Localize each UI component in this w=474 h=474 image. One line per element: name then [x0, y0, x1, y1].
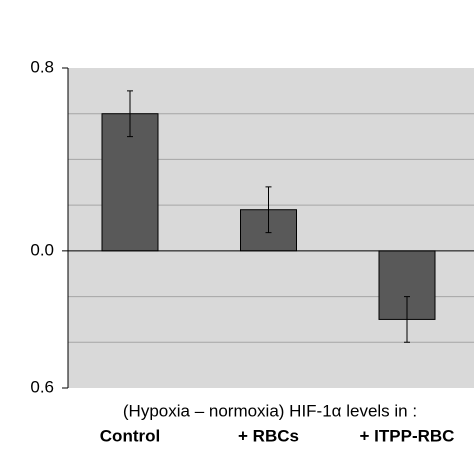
x-tick-label: + ITPP-RBC [360, 426, 455, 445]
y-tick-label: 0.8 [30, 57, 54, 76]
y-tick-label: 0.6 [30, 377, 54, 396]
error-bar [404, 296, 410, 343]
x-tick-label: + RBCs [238, 426, 299, 445]
error-bar [127, 90, 133, 138]
y-tick-label: 0.0 [30, 240, 54, 259]
error-bar [265, 186, 272, 234]
x-axis-label: (Hypoxia – normoxia) HIF-1α levels in : [123, 401, 417, 420]
x-tick-label: Control [100, 426, 160, 445]
